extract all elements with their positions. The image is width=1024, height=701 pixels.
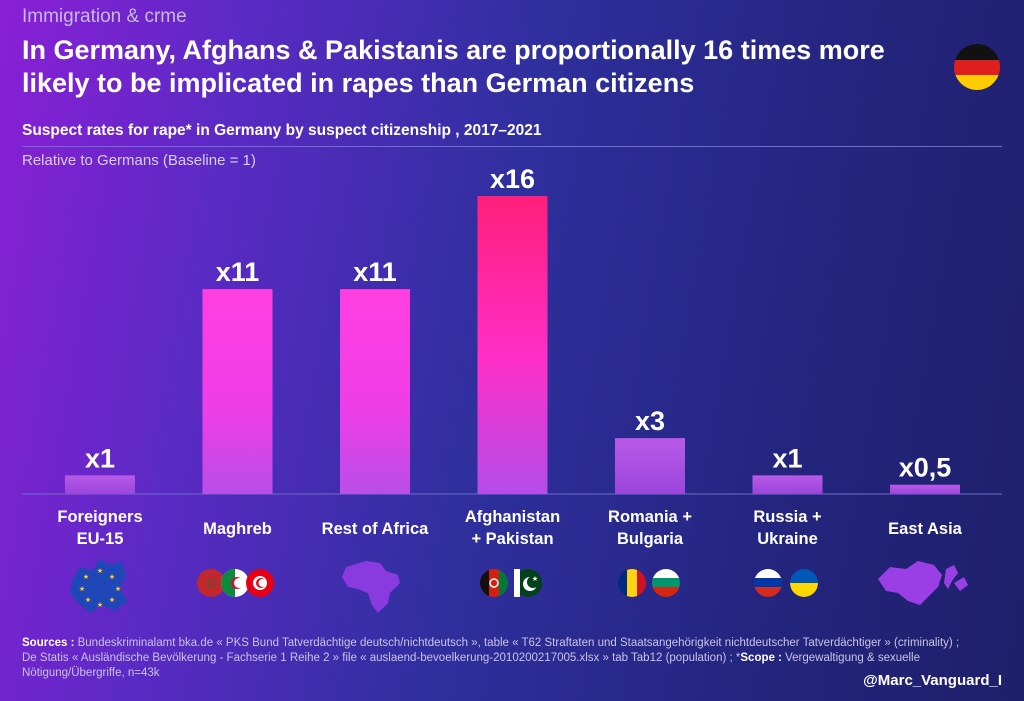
value-label-4: x3 (635, 406, 665, 436)
svg-text:★: ★ (97, 567, 103, 575)
category-label-3: Afghanistan + Pakistan (465, 508, 560, 548)
germany-flag-icon (954, 44, 1000, 90)
topic-label: Immigration & crme (22, 6, 187, 27)
svg-text:★: ★ (85, 596, 91, 604)
baseline-note: Relative to Germans (Baseline = 1) (22, 152, 256, 169)
morocco-algeria-tunisia-flags-icon: ✩ (197, 569, 274, 597)
sources-label: Sources : (22, 637, 75, 649)
category-label-4: Romania + Bulgaria (608, 508, 692, 548)
value-label-3: x16 (490, 164, 535, 194)
category-label-6: East Asia (888, 520, 963, 538)
scope-text: Vergewaltigung & sexuelle Nötigung/Überg… (22, 652, 921, 679)
category-label-0: Foreigners EU-15 (57, 508, 142, 548)
chart-headline: In Germany, Afghans & Pakistanis are pro… (22, 35, 885, 98)
svg-text:★: ★ (532, 575, 538, 583)
eu-stars-map-icon: ★★★ ★ ★ ★★★ (70, 559, 128, 613)
bar-0 (65, 475, 135, 494)
bar-1 (202, 289, 273, 494)
svg-text:★: ★ (109, 596, 115, 604)
value-label-0: x1 (85, 443, 115, 473)
svg-text:★: ★ (115, 585, 121, 593)
bar-2 (340, 289, 410, 494)
category-label-5: Russia + Ukraine (753, 508, 821, 548)
bar-3 (477, 196, 548, 494)
category-label-1: Maghreb (203, 520, 272, 538)
bar-6 (890, 484, 960, 494)
afghanistan-pakistan-flags-icon: ★ (480, 569, 542, 597)
value-label-1: x11 (216, 257, 260, 287)
russia-ukraine-flags-icon (754, 569, 818, 597)
chart-subtitle: Suspect rates for rape* in Germany by su… (22, 122, 542, 139)
author-handle: @Marc_Vanguard_I (863, 672, 1002, 689)
value-label-2: x11 (353, 257, 397, 287)
sources-text: Bundeskriminalamt bka.de « PKS Bund Tatv… (22, 637, 960, 664)
value-label-6: x0,5 (899, 453, 952, 483)
svg-text:✩: ✩ (206, 576, 217, 591)
value-label-5: x1 (772, 443, 802, 473)
svg-text:★: ★ (97, 601, 103, 609)
east-asia-map-icon (878, 561, 968, 605)
bar-5 (752, 475, 823, 494)
africa-map-icon (342, 561, 400, 613)
romania-bulgaria-flags-icon (618, 569, 680, 597)
divider (22, 146, 1002, 147)
svg-text:★: ★ (109, 573, 115, 581)
svg-text:★: ★ (79, 585, 85, 593)
sources-note: Sources : Bundeskriminalamt bka.de « PKS… (22, 636, 962, 681)
bar-4 (615, 438, 685, 494)
category-label-2: Rest of Africa (322, 520, 429, 538)
svg-text:★: ★ (83, 573, 89, 581)
bar-chart: x1 Foreigners EU-15 x11 Maghreb x11 Rest of Af… (22, 164, 1002, 613)
scope-label: Scope : (740, 652, 782, 664)
